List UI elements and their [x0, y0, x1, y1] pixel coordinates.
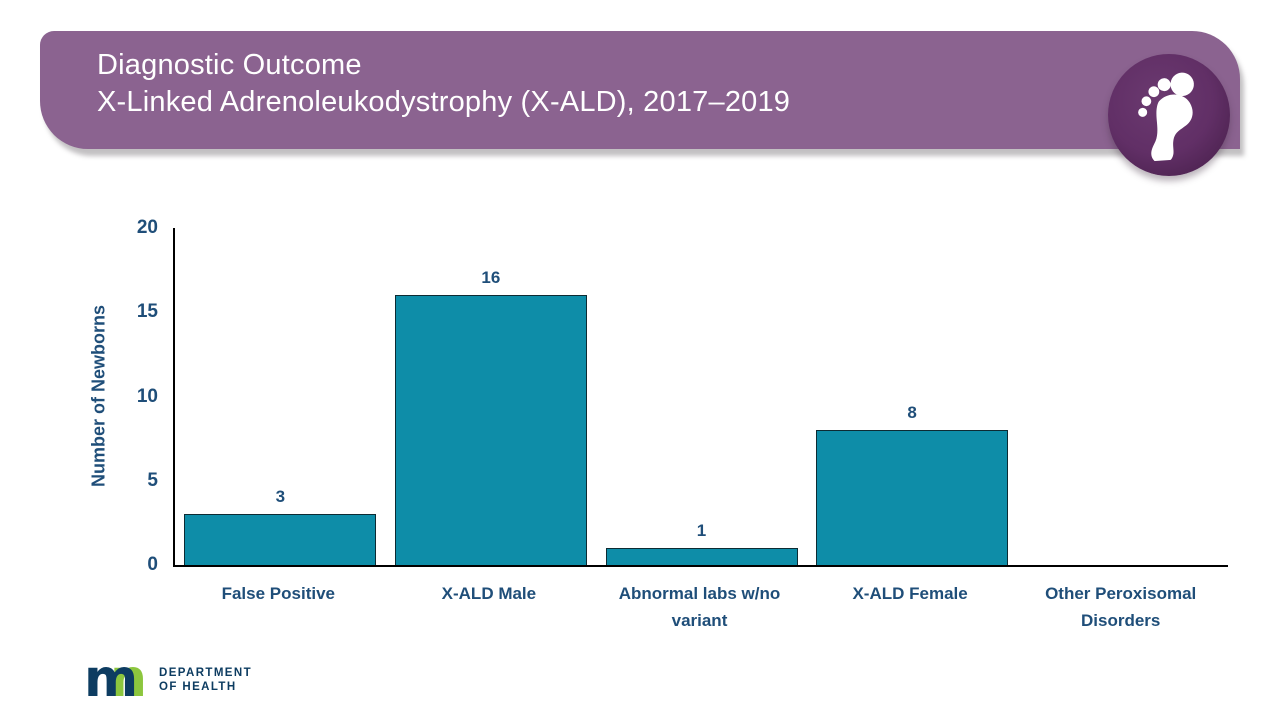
mdh-logo-text-line1: DEPARTMENT [159, 667, 253, 679]
page-title-line2: X-Linked Adrenoleukodystrophy (X-ALD), 2… [97, 86, 791, 118]
header-banner: Diagnostic Outcome X-Linked Adrenoleukod… [40, 31, 1240, 149]
mdh-logo: n m DEPARTMENT OF HEALTH [88, 656, 252, 704]
y-axis-tick-labels: 20 15 10 5 0 [106, 217, 158, 575]
plot-area: 3 16 1 8 [173, 228, 1228, 567]
mdh-logo-text: DEPARTMENT OF HEALTH [159, 666, 252, 694]
x-category-label: False Positive [221, 584, 335, 603]
page-title: Diagnostic Outcome X-Linked Adrenoleukod… [97, 47, 790, 121]
mn-state-logo-icon: n m [88, 656, 147, 704]
bar-value-label: 1 [696, 521, 707, 541]
bar-abnormal-labs-w-no-variant [605, 548, 798, 565]
newborn-screening-badge [1108, 54, 1230, 176]
x-category-label: X-ALD Female [852, 584, 968, 603]
y-tick-label: 15 [136, 301, 158, 323]
baby-footprint-icon [1138, 72, 1194, 163]
bar-value-label: 16 [481, 268, 501, 288]
y-tick-label: 20 [136, 217, 158, 238]
y-tick-label: 5 [147, 469, 158, 491]
mdh-logo-text-line2: OF HEALTH [159, 681, 237, 693]
y-tick-label: 10 [136, 385, 158, 407]
bar-x-ald-male [394, 295, 587, 565]
logo-m-glyph: m [88, 656, 138, 704]
bar-value-label: 8 [907, 403, 917, 423]
bar-value-label: 3 [275, 487, 286, 507]
logo-n-glyph: n [110, 656, 147, 704]
x-category-label: X-ALD Male [441, 584, 537, 603]
x-category-label: Abnormal labs w/no variant [618, 584, 781, 630]
x-category-label: Other Peroxisomal Disorders [1045, 584, 1197, 630]
bar-x-ald-female [816, 430, 1009, 565]
bar-false-positive [184, 514, 377, 565]
y-tick-label: 0 [147, 554, 158, 575]
page-title-line1: Diagnostic Outcome [97, 49, 362, 81]
x-axis-category-labels: False Positive X-ALD Male Abnormal labs w/… [173, 580, 1226, 634]
